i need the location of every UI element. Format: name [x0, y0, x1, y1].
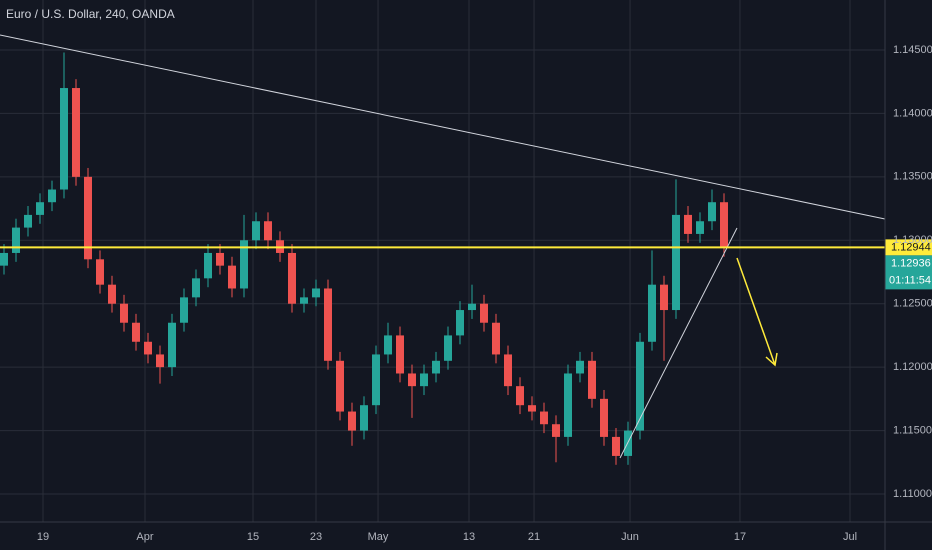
candle-body — [611, 436, 620, 456]
candle-body — [563, 373, 572, 437]
price-line-label: 1.12944 — [891, 241, 931, 253]
candle-body — [455, 310, 464, 336]
candle-body — [35, 202, 44, 215]
candle-body — [167, 322, 176, 368]
candle-body — [587, 360, 596, 399]
support-line — [619, 227, 738, 459]
candle-body — [107, 284, 116, 304]
candle-body — [251, 221, 260, 241]
y-tick-label: 1.12000 — [893, 361, 932, 373]
candle-body — [239, 240, 248, 289]
trend-line — [0, 34, 886, 220]
candle-body — [11, 227, 20, 253]
x-tick-label: 21 — [528, 531, 540, 543]
candle-body — [479, 303, 488, 323]
x-tick-label: 15 — [247, 531, 259, 543]
candle-body — [419, 373, 428, 387]
candle-body — [647, 284, 656, 342]
candle-body — [659, 284, 668, 311]
candle-body — [71, 88, 80, 177]
countdown-label: 01:11:54 — [889, 274, 931, 286]
candle-body — [203, 252, 212, 279]
x-tick-label: 13 — [463, 531, 475, 543]
candle-body — [443, 335, 452, 361]
x-tick-label: 23 — [310, 531, 322, 543]
candle-body — [467, 303, 476, 311]
candle-body — [383, 335, 392, 355]
candle-body — [719, 202, 728, 248]
candle-body — [575, 360, 584, 374]
overlay: 1.12944 1.12936 01:11:54 — [0, 239, 932, 290]
candle-body — [0, 252, 8, 266]
candle-body — [515, 386, 524, 406]
candle-body — [287, 252, 296, 304]
y-tick-label: 1.11500 — [893, 424, 932, 436]
candle-body — [491, 322, 500, 355]
candle-body — [131, 322, 140, 342]
chart-title: Euro / U.S. Dollar, 240, OANDA — [6, 7, 175, 21]
y-tick-label: 1.14000 — [893, 107, 932, 119]
candle-body — [59, 88, 68, 190]
candle-body — [371, 354, 380, 406]
candle-body — [335, 360, 344, 412]
candle-body — [527, 405, 536, 412]
x-tick-label: Apr — [136, 531, 153, 543]
y-tick-label: 1.13500 — [893, 171, 932, 183]
arrow-line — [736, 257, 776, 366]
x-tick-label: 19 — [37, 531, 49, 543]
candle-body — [23, 214, 32, 228]
candle-body — [215, 252, 224, 266]
arrow-head — [765, 352, 778, 367]
candle-body — [143, 341, 152, 355]
x-tick-label: Jul — [843, 531, 857, 543]
candle-body — [83, 176, 92, 260]
y-tick-label: 1.11000 — [893, 488, 932, 500]
candle-body — [551, 424, 560, 437]
candle-body — [263, 221, 272, 241]
candle-body — [119, 303, 128, 323]
candle-body — [311, 288, 320, 298]
candle-body — [503, 354, 512, 387]
candle-body — [191, 278, 200, 298]
candle-body — [635, 341, 644, 431]
candle-body — [359, 405, 368, 431]
x-tick-label: Jun — [621, 531, 639, 543]
grid — [0, 0, 885, 522]
candle-body — [299, 297, 308, 304]
candle-body — [179, 297, 188, 323]
y-tick-label: 1.13000 — [893, 234, 932, 246]
y-tick-label: 1.14500 — [893, 44, 932, 56]
candles — [0, 52, 728, 465]
x-tick-label: May — [368, 531, 389, 543]
candle-body — [431, 360, 440, 374]
candle-body — [347, 411, 356, 431]
candle-body — [671, 214, 680, 311]
candle-body — [683, 214, 692, 234]
candle-body — [707, 202, 716, 222]
price-line-box — [885, 239, 932, 256]
candle-body — [695, 221, 704, 234]
candle-body — [227, 265, 236, 289]
candle-body — [95, 259, 104, 285]
x-tick-label: 17 — [734, 531, 746, 543]
candle-body — [407, 373, 416, 387]
last-price-label: 1.12936 — [891, 257, 931, 269]
candle-body — [395, 335, 404, 374]
y-tick-label: 1.12500 — [893, 298, 932, 310]
candle-body — [539, 411, 548, 425]
candle-body — [599, 398, 608, 437]
candle-body — [47, 189, 56, 203]
candle-body — [323, 288, 332, 361]
candle-body — [155, 354, 164, 368]
last-price-box — [885, 255, 932, 290]
